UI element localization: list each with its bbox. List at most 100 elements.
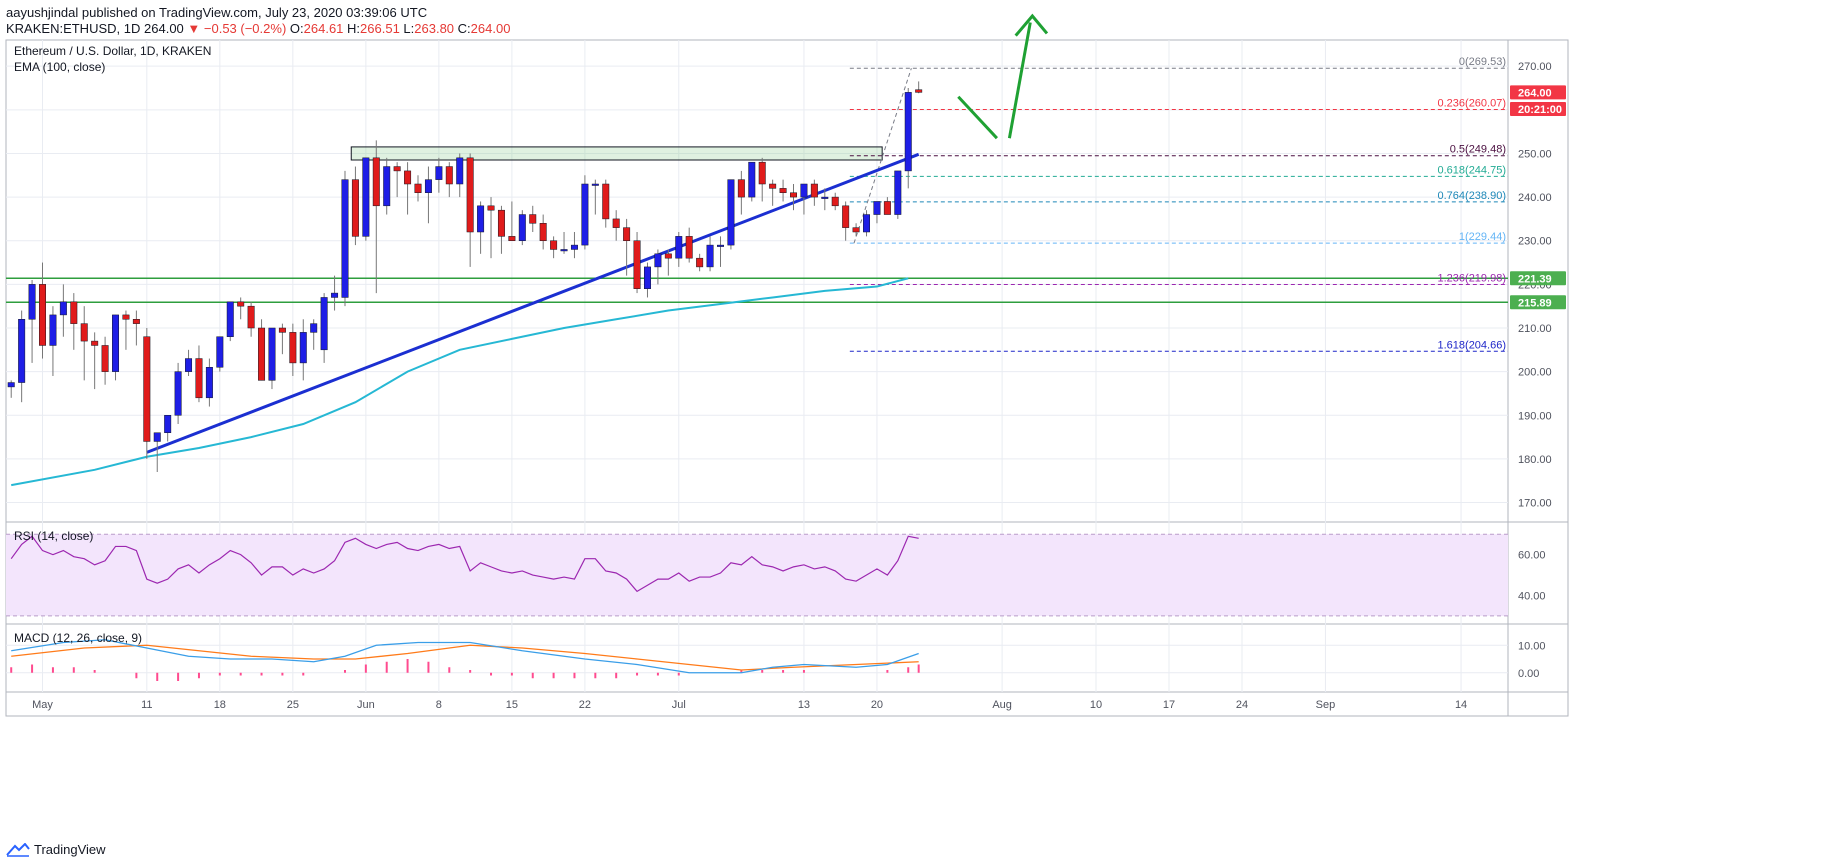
candle-body bbox=[445, 166, 453, 185]
close-label: C: bbox=[457, 21, 471, 36]
candle-body bbox=[310, 323, 318, 333]
candle-body bbox=[737, 179, 745, 198]
rsi-label: RSI (14, close) bbox=[14, 529, 93, 543]
rsi-line bbox=[10, 535, 919, 593]
symbol-line: KRAKEN:ETHUSD, 1D 264.00 ▼ −0.53 (−0.2%)… bbox=[6, 21, 510, 36]
candle-body bbox=[779, 188, 787, 193]
candle-body bbox=[70, 301, 78, 324]
x-tick-label: Jun bbox=[357, 699, 375, 711]
macd-label: MACD (12, 26, close, 9) bbox=[14, 631, 142, 645]
price-tag-box bbox=[1510, 271, 1566, 286]
rsi-tick-label: 40.00 bbox=[1518, 590, 1546, 602]
candle-body bbox=[675, 236, 683, 259]
rsi-band bbox=[6, 534, 1508, 616]
fib-level-label: 0.236(260.07) bbox=[1438, 98, 1507, 110]
chart-frame bbox=[5, 39, 1569, 717]
last-price: 264.00 bbox=[144, 21, 184, 36]
candle-body bbox=[456, 157, 464, 185]
x-tick-label: 25 bbox=[287, 699, 299, 711]
candle-body bbox=[7, 382, 15, 388]
candle-body bbox=[174, 371, 182, 416]
candle-body bbox=[842, 205, 850, 228]
candle-body bbox=[351, 179, 359, 237]
candle-body bbox=[112, 314, 120, 372]
candle-body bbox=[466, 157, 474, 233]
x-tick-label: Jul bbox=[672, 699, 686, 711]
price-tag-label: 264.00 bbox=[1518, 87, 1552, 99]
y-tick-label: 180.00 bbox=[1518, 454, 1552, 466]
y-tick-label: 190.00 bbox=[1518, 410, 1552, 422]
candle-body bbox=[904, 92, 912, 172]
price-tag-label: 215.89 bbox=[1518, 297, 1552, 309]
ema-line bbox=[11, 277, 909, 487]
candle-body bbox=[664, 253, 672, 259]
candle-body bbox=[654, 253, 662, 268]
candle-body bbox=[226, 301, 234, 337]
candle-body bbox=[894, 170, 902, 215]
projection-arrow-down bbox=[957, 95, 999, 140]
candle-body bbox=[706, 244, 714, 268]
candle-body bbox=[487, 205, 495, 211]
y-tick-label: 250.00 bbox=[1518, 148, 1552, 160]
candle-body bbox=[28, 284, 36, 320]
candle-body bbox=[497, 209, 505, 237]
footer-brand: TradingView bbox=[34, 842, 106, 857]
candle-body bbox=[331, 292, 339, 298]
x-tick-label: 8 bbox=[436, 699, 442, 711]
fib-level-label: 0.5(249.48) bbox=[1450, 144, 1506, 156]
publisher-line: aayushjindal published on TradingView.co… bbox=[6, 5, 428, 20]
candle-body bbox=[59, 301, 67, 316]
projection-arrowhead bbox=[1014, 13, 1049, 37]
candle-body bbox=[393, 166, 401, 172]
interval: 1D bbox=[123, 21, 141, 36]
candle-body bbox=[529, 214, 537, 224]
fib-level-label: 0.764(238.90) bbox=[1438, 190, 1507, 202]
candle-body bbox=[810, 183, 818, 198]
candle-body bbox=[612, 218, 620, 228]
candle-body bbox=[18, 319, 26, 383]
candle-body bbox=[852, 227, 860, 233]
x-tick-label: 13 bbox=[798, 699, 810, 711]
candle-body bbox=[800, 183, 808, 198]
y-tick-label: 170.00 bbox=[1518, 498, 1552, 510]
candle-body bbox=[550, 240, 558, 250]
candle-body bbox=[821, 196, 829, 199]
fib-level-label: 0(269.53) bbox=[1459, 56, 1506, 68]
candle-body bbox=[790, 192, 797, 198]
candle-body bbox=[101, 345, 109, 372]
candle-body bbox=[91, 340, 99, 346]
candle-body bbox=[258, 327, 266, 381]
rsi-tick-label: 60.00 bbox=[1518, 550, 1546, 562]
projection-arrow-up bbox=[1007, 22, 1032, 139]
candle-body bbox=[477, 205, 485, 233]
candle-body bbox=[153, 432, 161, 442]
candle-body bbox=[132, 319, 140, 324]
candle-body bbox=[915, 89, 923, 93]
price-tag-box bbox=[1510, 295, 1566, 310]
chart-title: Ethereum / U.S. Dollar, 1D, KRAKEN bbox=[14, 44, 211, 58]
price-tag-label: 20:21:00 bbox=[1518, 104, 1562, 116]
x-tick-label: 11 bbox=[141, 699, 152, 711]
open-value: 264.61 bbox=[303, 21, 344, 36]
macd-tick-label: 10.00 bbox=[1518, 640, 1546, 652]
candle-body bbox=[404, 170, 412, 185]
candle-body bbox=[216, 336, 224, 368]
candle-body bbox=[247, 305, 255, 329]
x-tick-label: 17 bbox=[1163, 699, 1175, 711]
low-label: L: bbox=[403, 21, 415, 36]
low-value: 263.80 bbox=[414, 21, 455, 36]
high-label: H: bbox=[347, 21, 361, 36]
candle-body bbox=[435, 166, 443, 180]
candle-body bbox=[49, 314, 57, 346]
candle-body bbox=[80, 323, 88, 342]
candle-body bbox=[268, 327, 276, 381]
close-value: 264.00 bbox=[470, 21, 511, 36]
ema-indicator-label: EMA (100, close) bbox=[14, 60, 105, 74]
candle-body bbox=[685, 236, 693, 259]
candle-body bbox=[237, 301, 245, 307]
candle-body bbox=[122, 314, 130, 320]
candle-body bbox=[560, 249, 568, 252]
price-tag-box bbox=[1510, 101, 1566, 116]
candle-body bbox=[769, 183, 777, 189]
